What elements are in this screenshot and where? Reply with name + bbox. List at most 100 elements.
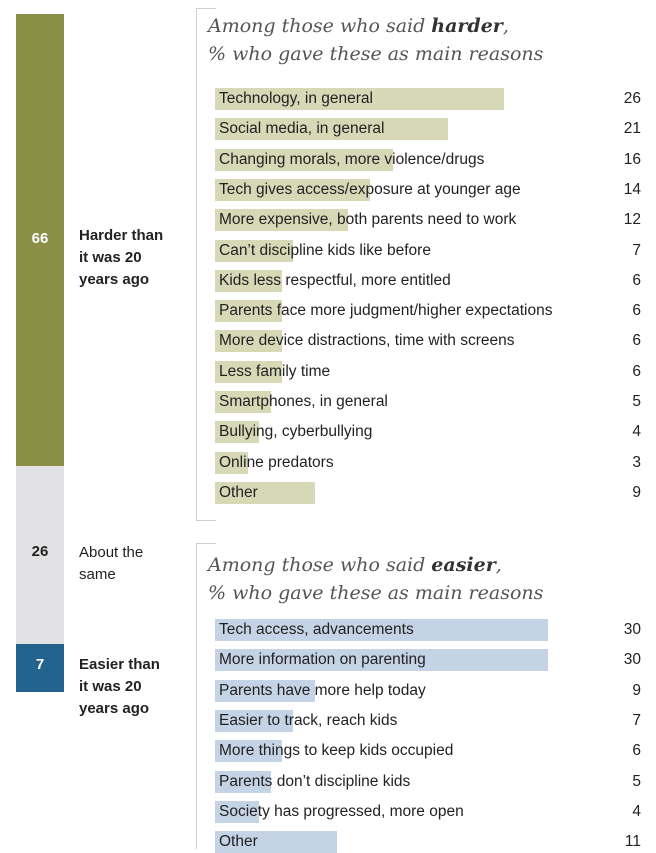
harder-reason-bar (215, 239, 293, 262)
harder-reason-bar (215, 88, 504, 110)
easier-reason-row: Easier to track, reach kids 7 (215, 709, 645, 732)
harder-reason-value: 21 (623, 120, 641, 138)
harder-reason-bar (215, 269, 282, 292)
harder-reason-value: 6 (632, 271, 641, 289)
easier-reason-label: More things to keep kids occupied (219, 742, 454, 760)
easier-reason-value: 9 (632, 681, 641, 699)
stack-segment-easier (16, 644, 64, 692)
harder-reason-label: More expensive, both parents need to wor… (219, 211, 517, 229)
harder-reason-bar (215, 391, 271, 413)
easier-reason-label: Parents don’t discipline kids (219, 772, 411, 790)
harder-reason-bar (215, 360, 282, 383)
harder-reason-value: 14 (623, 180, 641, 198)
harder-reason-row: Parents face more judgment/higher expect… (215, 300, 645, 323)
easier-panel-bracket-top (196, 543, 216, 544)
harder-panel-bracket-top (196, 8, 216, 9)
easier-reason-bar (215, 679, 315, 702)
easier-reason-bar (215, 800, 260, 823)
harder-panel-bracket (196, 8, 197, 520)
harder-reason-label: More device distractions, time with scre… (219, 332, 515, 350)
easier-reason-row: More information on parenting 30 (215, 649, 645, 672)
harder-reason-label: Changing morals, more violence/drugs (219, 150, 485, 168)
easier-reason-label: Society has progressed, more open (219, 802, 464, 820)
easier-reason-label: Easier to track, reach kids (219, 711, 398, 729)
harder-reason-bar (215, 118, 449, 141)
easier-reason-value: 30 (623, 651, 641, 669)
harder-reason-label: Can’t discipline kids like before (219, 241, 431, 259)
easier-reason-label: Parents have more help today (219, 681, 426, 699)
harder-reason-row: Bullying, cyberbullying 4 (215, 421, 645, 444)
easier-reason-value: 5 (632, 772, 641, 790)
harder-reason-bar (215, 330, 282, 353)
harder-reason-value: 9 (632, 483, 641, 501)
stack-segment-same (16, 466, 64, 644)
harder-reason-value: 6 (632, 362, 641, 380)
easier-reason-bar (215, 709, 293, 732)
harder-reason-value: 26 (623, 90, 641, 107)
stack-value-same: 26 (31, 543, 49, 560)
harder-reason-row: Can’t discipline kids like before 7 (215, 239, 645, 262)
harder-reason-bar (215, 300, 282, 323)
harder-reason-bar (215, 148, 393, 171)
easier-reason-bar (215, 649, 548, 672)
harder-reason-value: 6 (632, 302, 641, 320)
harder-reason-row: Online predators 3 (215, 451, 645, 474)
easier-reason-label: More information on parenting (219, 651, 426, 669)
easier-reason-value: 11 (624, 833, 641, 851)
harder-panel-title: Among those who said harder, % who gave … (208, 15, 544, 65)
harder-reason-value: 12 (623, 211, 641, 229)
harder-reason-row: Other 9 (215, 481, 645, 504)
category-label-same: About the same (79, 544, 144, 583)
overall-stacked-bar (16, 14, 64, 692)
easier-reason-row: Parents don’t discipline kids 5 (215, 770, 645, 793)
harder-reason-label: Other (219, 483, 258, 501)
harder-reason-bar (215, 209, 349, 232)
harder-reason-row: Smartphones, in general 5 (215, 391, 645, 413)
harder-reason-row: Technology, in general 26 (215, 88, 645, 110)
stack-value-harder: 66 (31, 230, 49, 247)
harder-reason-value: 5 (632, 393, 641, 410)
easier-reason-bar (215, 619, 548, 641)
harder-reason-label: Less family time (219, 362, 331, 380)
harder-reason-bar (215, 481, 315, 504)
harder-reason-value: 3 (632, 453, 641, 471)
harder-reason-label: Smartphones, in general (219, 393, 388, 410)
harder-reason-row: Changing morals, more violence/drugs 16 (215, 148, 645, 171)
harder-reason-row: Less family time 6 (215, 360, 645, 383)
harder-reason-label: Tech gives access/exposure at younger ag… (219, 180, 521, 198)
easier-reason-bar (215, 740, 282, 763)
easier-reason-label: Other (219, 833, 258, 851)
harder-reason-label: Bullying, cyberbullying (219, 423, 373, 441)
harder-reason-bar (215, 178, 371, 201)
easier-reason-row: Society has progressed, more open 4 (215, 800, 645, 823)
harder-reason-label: Technology, in general (219, 90, 373, 107)
harder-reason-value: 4 (632, 423, 641, 441)
easier-reason-value: 30 (623, 621, 641, 638)
harder-reason-row: More device distractions, time with scre… (215, 330, 645, 353)
easier-reason-row: Other 11 (215, 831, 645, 853)
harder-reason-label: Online predators (219, 453, 334, 471)
harder-reason-row: Kids less respectful, more entitled 6 (215, 269, 645, 292)
category-label-easier: Easier than it was 20 years ago (79, 656, 160, 717)
harder-reason-bar (215, 421, 260, 444)
harder-reason-label: Social media, in general (219, 120, 385, 138)
category-label-harder: Harder than it was 20 years ago (79, 227, 164, 288)
easier-reason-bar (215, 831, 338, 853)
easier-reason-value: 7 (632, 711, 641, 729)
harder-reason-row: More expensive, both parents need to wor… (215, 209, 645, 232)
easier-reason-value: 6 (632, 742, 641, 760)
easier-reason-value: 4 (632, 802, 641, 820)
easier-panel-bracket (196, 543, 197, 849)
easier-reason-label: Tech access, advancements (219, 621, 414, 638)
harder-reason-value: 16 (623, 150, 641, 168)
harder-reason-label: Kids less respectful, more entitled (219, 271, 451, 289)
stack-value-easier: 7 (35, 656, 45, 673)
harder-reason-row: Social media, in general 21 (215, 118, 645, 141)
harder-reason-label: Parents face more judgment/higher expect… (219, 302, 553, 320)
easier-reason-row: Parents have more help today 9 (215, 679, 645, 702)
easier-reason-row: Tech access, advancements 30 (215, 619, 645, 641)
stack-segment-harder (16, 14, 64, 466)
harder-reason-row: Tech gives access/exposure at younger ag… (215, 178, 645, 201)
easier-reason-bar (215, 770, 271, 793)
harder-reason-bar (215, 451, 249, 474)
